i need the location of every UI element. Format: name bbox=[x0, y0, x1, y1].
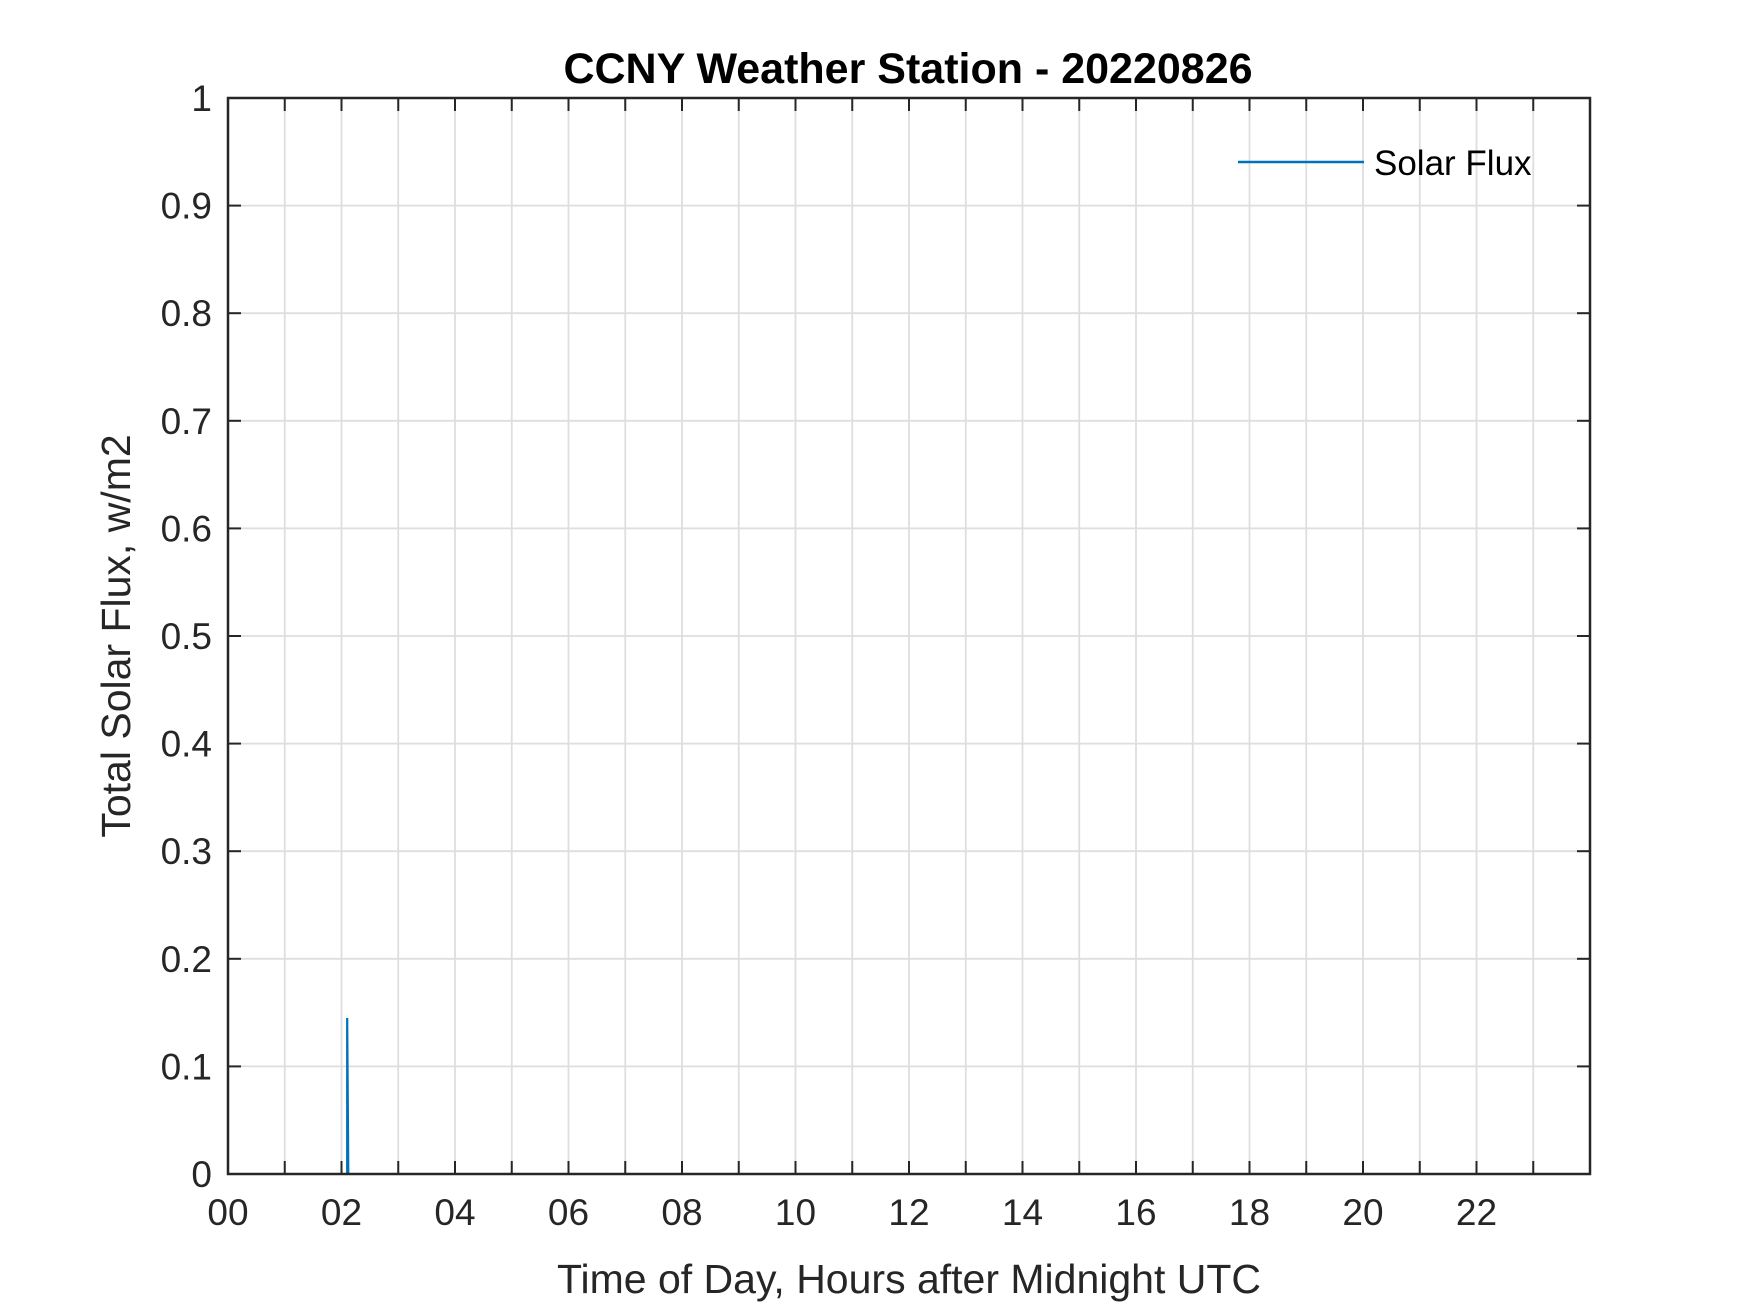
y-tick-label: 0.6 bbox=[161, 508, 212, 549]
x-tick-label: 02 bbox=[321, 1192, 362, 1233]
x-axis-label: Time of Day, Hours after Midnight UTC bbox=[557, 1256, 1261, 1302]
y-tick-label: 0.7 bbox=[161, 401, 212, 442]
chart-title: CCNY Weather Station - 20220826 bbox=[563, 45, 1252, 93]
x-tick-label: 06 bbox=[548, 1192, 589, 1233]
x-tick-label: 12 bbox=[888, 1192, 929, 1233]
tick-marks bbox=[228, 98, 1590, 1174]
x-tick-label: 20 bbox=[1342, 1192, 1383, 1233]
x-tick-label: 08 bbox=[661, 1192, 702, 1233]
y-tick-label: 0 bbox=[191, 1154, 212, 1195]
x-tick-label: 22 bbox=[1456, 1192, 1497, 1233]
x-tick-label: 10 bbox=[775, 1192, 816, 1233]
y-axis-label: Total Solar Flux, w/m2 bbox=[93, 434, 139, 837]
x-tick-label: 16 bbox=[1115, 1192, 1156, 1233]
legend: Solar Flux bbox=[1238, 144, 1532, 183]
x-tick-labels: 00 02 04 06 08 10 12 14 16 18 20 22 bbox=[207, 1192, 1497, 1233]
y-tick-label: 0.3 bbox=[161, 831, 212, 872]
y-tick-label: 0.8 bbox=[161, 293, 212, 334]
y-tick-label: 0.2 bbox=[161, 939, 212, 980]
series-layer bbox=[346, 1017, 350, 1175]
x-tick-label: 14 bbox=[1002, 1192, 1043, 1233]
series-line-solar-flux bbox=[346, 1017, 350, 1175]
y-tick-label: 0.4 bbox=[161, 724, 212, 765]
grid-lines bbox=[228, 98, 1590, 1174]
y-tick-labels: 0 0.1 0.2 0.3 0.4 0.5 0.6 0.7 0.8 0.9 1 bbox=[161, 78, 212, 1195]
y-tick-label: 0.5 bbox=[161, 616, 212, 657]
y-tick-label: 0.1 bbox=[161, 1046, 212, 1087]
x-tick-label: 00 bbox=[207, 1192, 248, 1233]
y-tick-label: 0.9 bbox=[161, 186, 212, 227]
legend-label-solar-flux: Solar Flux bbox=[1374, 144, 1532, 183]
x-tick-label: 18 bbox=[1229, 1192, 1270, 1233]
x-tick-label: 04 bbox=[434, 1192, 475, 1233]
y-tick-label: 1 bbox=[191, 78, 212, 119]
